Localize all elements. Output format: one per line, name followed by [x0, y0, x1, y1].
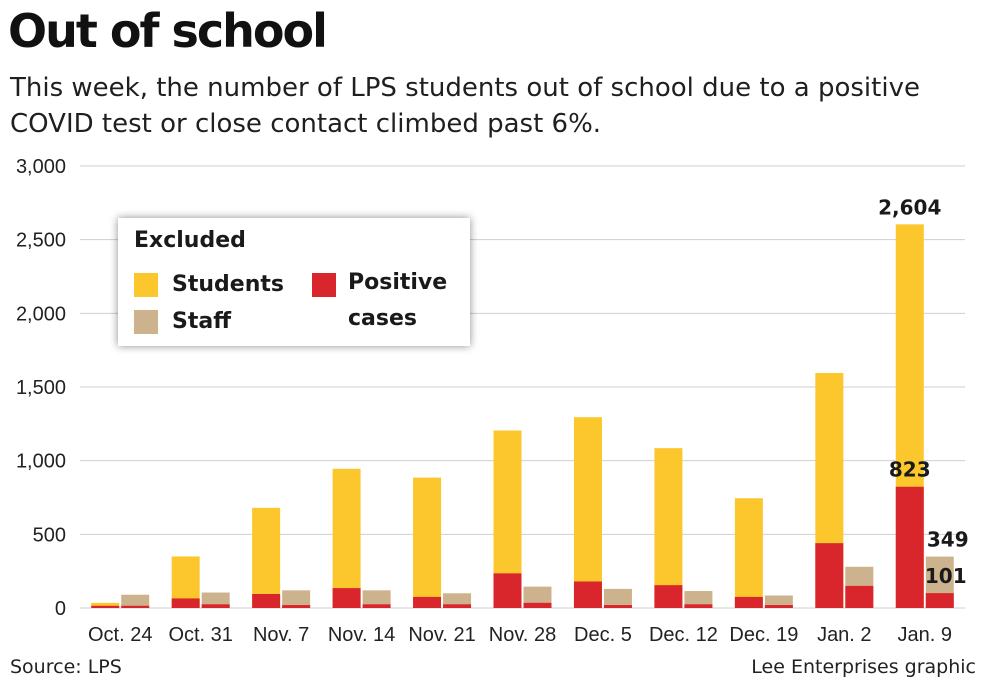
legend-swatch-students: [134, 273, 158, 297]
bar-staff: [201, 592, 230, 608]
bar-staff: [362, 590, 391, 608]
bar-students-positive: [654, 585, 683, 608]
bar-staff-positive: [925, 593, 954, 608]
bar-staff-positive: [603, 605, 632, 608]
bar-staff: [523, 586, 552, 608]
bar-students-positive: [573, 581, 602, 608]
x-tick-label: Oct. 31: [168, 624, 232, 646]
legend-label-students: Students: [172, 272, 284, 297]
bar-students-positive: [815, 543, 844, 608]
legend-swatch-positive: [312, 273, 336, 297]
bar-students-positive: [252, 594, 281, 608]
bar-staff-positive: [282, 605, 311, 608]
bar-students: [91, 602, 120, 608]
bar-students-positive: [171, 598, 200, 608]
bar-students-positive: [413, 596, 442, 608]
y-tick-label: 1,500: [16, 377, 66, 399]
legend-swatch-staff: [134, 310, 158, 334]
data-label: 823: [889, 458, 931, 482]
bar-students: [413, 477, 442, 608]
bar-students-positive: [734, 596, 763, 608]
x-tick-label: Dec. 12: [649, 624, 718, 646]
x-axis-ticks: Oct. 24 Oct. 31 Nov. 7 Nov. 14 Nov. 21 Nov. 2…: [88, 624, 952, 646]
y-axis-ticks: 0 500 1,000 1,500 2,000 2,500 3,000: [16, 156, 66, 620]
legend-label-positive-line2: cases: [348, 306, 417, 331]
bar-staff: [764, 595, 793, 608]
chart-subtitle: This week, the number of LPS students ou…: [10, 73, 920, 139]
x-tick-label: Nov. 14: [328, 624, 395, 646]
bar-staff-positive: [362, 604, 391, 608]
bar-staff: [603, 588, 632, 608]
x-tick-label: Nov. 28: [489, 624, 556, 646]
legend-label-positive: Positive: [348, 270, 448, 295]
x-tick-label: Nov. 21: [408, 624, 475, 646]
bars: [91, 224, 954, 608]
data-labels: 2,604 823 349 101: [878, 195, 969, 588]
chart-title: Out of school: [8, 4, 328, 58]
y-tick-label: 3,000: [16, 156, 66, 178]
legend: Excluded Students Staff Positive cases: [118, 218, 470, 346]
x-tick-label: Oct. 24: [88, 624, 152, 646]
bar-students-positive: [91, 605, 120, 608]
y-tick-label: 1,000: [16, 451, 66, 473]
legend-title: Excluded: [134, 228, 246, 253]
legend-label-staff: Staff: [172, 309, 232, 334]
bar-staff: [684, 591, 713, 608]
bar-staff: [121, 594, 150, 608]
y-tick-label: 0: [55, 598, 66, 620]
x-tick-label: Dec. 19: [729, 624, 798, 646]
credit-note: Lee Enterprises graphic: [751, 656, 976, 678]
bar-staff: [282, 590, 311, 608]
y-tick-label: 2,000: [16, 303, 66, 325]
bar-students: [332, 468, 361, 608]
bar-staff-positive: [764, 605, 793, 608]
data-label: 349: [927, 528, 969, 552]
bar-students: [252, 507, 281, 608]
bar-staff-positive: [523, 602, 552, 608]
bar-staff-positive: [121, 605, 150, 608]
bar-students-positive: [332, 588, 361, 608]
y-tick-label: 500: [33, 524, 66, 546]
data-label: 2,604: [878, 195, 941, 219]
y-tick-label: 2,500: [16, 230, 66, 252]
x-tick-label: Dec. 5: [574, 624, 632, 646]
source-note: Source: LPS: [10, 656, 122, 678]
data-label: 101: [925, 564, 967, 588]
x-tick-label: Jan. 9: [898, 624, 952, 646]
x-tick-label: Nov. 7: [253, 624, 309, 646]
bar-students: [573, 417, 602, 608]
bar-staff-positive: [684, 604, 713, 608]
bar-students-positive: [895, 486, 924, 608]
bar-staff-positive: [201, 604, 230, 608]
bar-staff-positive: [845, 585, 874, 608]
bar-students: [654, 448, 683, 608]
bar-staff: [443, 593, 472, 608]
bar-students: [734, 498, 763, 608]
x-tick-label: Jan. 2: [817, 624, 871, 646]
bar-students-positive: [493, 573, 522, 608]
bar-staff-positive: [443, 604, 472, 608]
